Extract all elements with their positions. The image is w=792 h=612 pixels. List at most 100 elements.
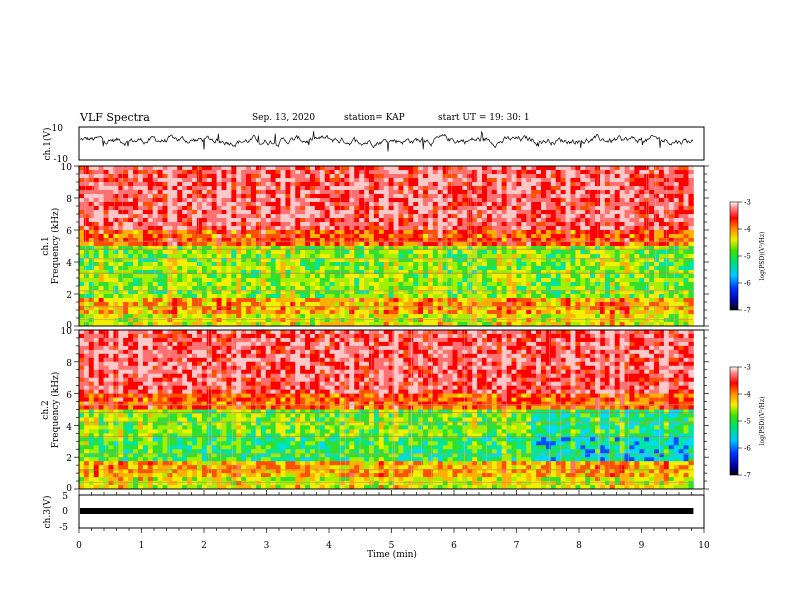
spectrogram-cell [172, 286, 178, 291]
spectrogram-cell [167, 306, 173, 311]
spectrogram-cell [305, 250, 311, 255]
spectrogram-cell [359, 254, 365, 259]
spectrogram-cell [378, 286, 385, 291]
spectrogram-cell [452, 178, 458, 183]
spectrogram-cell [295, 302, 301, 307]
spectrogram-cell [280, 266, 286, 271]
spectrogram-cell [590, 186, 596, 191]
spectrogram-cell [678, 194, 684, 199]
spectrogram-cell [79, 242, 85, 247]
spectrogram-cell [275, 202, 281, 207]
spectrogram-cell [329, 226, 335, 231]
spectrogram-cell [447, 174, 453, 179]
spectrogram-cell [467, 194, 473, 199]
spectrogram-cell [614, 218, 621, 223]
spectrogram-cell [516, 278, 522, 283]
spectrogram-cell [575, 234, 581, 239]
spectrogram-cell [236, 274, 242, 279]
spectrogram-cell [329, 210, 335, 215]
spectrogram-cell [108, 186, 114, 191]
spectrogram-cell [383, 242, 390, 247]
spectrogram-cell [113, 270, 119, 275]
spectrogram-cell [550, 262, 557, 267]
spectrogram-cell [354, 274, 360, 279]
spectrogram-cell [231, 174, 237, 179]
spectrogram-cell [285, 302, 291, 307]
spectrogram-cell [654, 306, 660, 311]
spectrogram-cell [142, 238, 149, 243]
spectrogram-cell [280, 234, 286, 239]
spectrogram-cell [654, 278, 660, 283]
spectrogram-cell [442, 314, 449, 319]
spectrogram-cell [398, 318, 404, 323]
spectrogram-cell [368, 294, 375, 299]
spectrogram-cell [398, 194, 404, 199]
spectrogram-cell [93, 206, 100, 211]
spectrogram-cell [614, 266, 621, 271]
spectrogram-cell [83, 274, 90, 279]
spectrogram-cell [511, 310, 517, 315]
spectrogram-cell [113, 274, 119, 279]
spectrogram-cell [649, 250, 655, 255]
spectrogram-cell [457, 194, 463, 199]
spectrogram-cell [133, 230, 139, 235]
spectrogram-cell [270, 174, 277, 179]
spectrogram-cell [590, 182, 596, 187]
spectrogram-cell [246, 182, 252, 187]
spectrogram-cell [216, 206, 222, 211]
spectrogram-cell [501, 186, 508, 191]
spectrogram-cell [83, 306, 90, 311]
spectrogram-cell [590, 318, 596, 323]
spectrogram-cell [226, 194, 232, 199]
spectrogram-cell [128, 178, 134, 183]
spectrogram-cell [604, 202, 611, 207]
spectrogram-cell [334, 234, 340, 239]
spectrogram-cell [128, 270, 134, 275]
spectrogram-cell [216, 186, 222, 191]
spectrogram-cell [310, 174, 316, 179]
spectrogram-cell [614, 258, 621, 263]
spectrogram-cell [344, 230, 350, 235]
spectrogram-cell [388, 266, 394, 271]
spectrogram-cell [373, 246, 380, 251]
spectrogram-cell [555, 302, 562, 307]
spectrogram-cell [354, 238, 360, 243]
spectrogram-cell [275, 222, 281, 227]
spectrogram-cell [526, 182, 532, 187]
spectrogram-cell [580, 322, 586, 327]
spectrogram-cell [398, 294, 404, 299]
spectrogram-cell [305, 266, 311, 271]
spectrogram-cell [192, 170, 198, 175]
spectrogram-cell [590, 294, 596, 299]
spectrogram-cell [216, 274, 222, 279]
spectrogram-cell [373, 190, 380, 195]
spectrogram-cell [334, 278, 340, 283]
spectrogram-cell [364, 210, 370, 215]
spectrogram-cell [447, 314, 453, 319]
spectrogram-cell [246, 202, 252, 207]
spectrogram-cell [231, 306, 237, 311]
spectrogram-cell [486, 322, 493, 327]
spectrogram-cell [196, 218, 203, 223]
spectrogram-cell [654, 210, 660, 215]
spectrogram-cell [570, 314, 576, 319]
spectrogram-cell [393, 314, 399, 319]
spectrogram-cell [413, 278, 419, 283]
spectrogram-cell [285, 274, 291, 279]
spectrogram-cell [324, 182, 331, 187]
spectrogram-cell [423, 214, 429, 219]
spectrogram-cell [668, 298, 675, 303]
spectrogram-cell [486, 278, 493, 283]
spectrogram-cell [255, 266, 262, 271]
spectrogram-cell [147, 262, 154, 267]
spectrogram-cell [452, 206, 458, 211]
spectrogram-cell [147, 190, 154, 195]
spectrogram-cell [545, 206, 552, 211]
spectrogram-cell [683, 302, 689, 307]
spectrogram-cell [157, 254, 163, 259]
spectrogram-cell [388, 182, 394, 187]
spectrogram-cell [123, 194, 129, 199]
spectrogram-cell [688, 182, 694, 187]
spectrogram-cell [678, 206, 684, 211]
spectrogram-cell [658, 266, 665, 271]
